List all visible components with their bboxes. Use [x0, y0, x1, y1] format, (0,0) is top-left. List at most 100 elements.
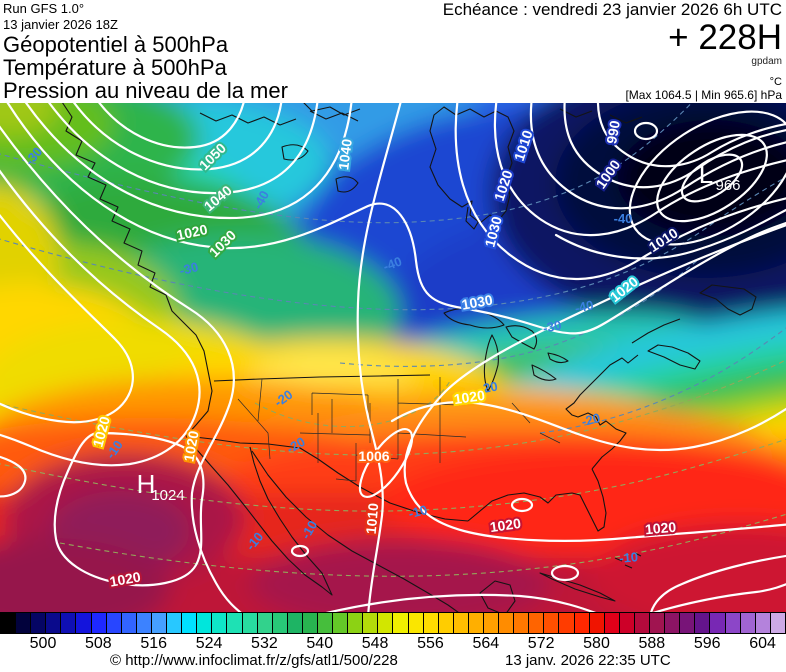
- color-scale-cell: [438, 613, 454, 633]
- forecast-hour: + 228H: [668, 18, 782, 57]
- unit-geopotential: gpdam: [751, 56, 782, 67]
- color-scale-cell: [317, 613, 334, 633]
- color-scale-tick: 548: [361, 635, 389, 652]
- svg-text:1040: 1040: [335, 138, 355, 171]
- color-scale-cell: [106, 613, 122, 633]
- svg-text:L: L: [699, 159, 713, 189]
- svg-text:-40: -40: [381, 254, 404, 275]
- color-scale-cell: [665, 613, 681, 633]
- svg-text:-30: -30: [178, 259, 200, 278]
- svg-text:-30: -30: [541, 317, 563, 336]
- map-title-geopotential: Géopotentiel à 500hPa: [3, 32, 229, 57]
- svg-text:1020: 1020: [644, 519, 677, 538]
- svg-text:-40: -40: [573, 297, 595, 316]
- color-scale-bar: [0, 612, 786, 634]
- color-scale-tick: 532: [251, 635, 278, 652]
- color-scale-cell: [287, 613, 303, 633]
- color-scale-cell: [650, 613, 666, 633]
- color-scale-cell: [574, 613, 590, 633]
- color-scale-cell: [197, 613, 213, 633]
- color-scale-cell: [182, 613, 198, 633]
- color-scale-tick: 604: [749, 635, 776, 652]
- color-scale-cell: [634, 613, 651, 633]
- svg-text:H: H: [137, 469, 156, 499]
- color-scale-cell: [770, 613, 786, 633]
- svg-text:-20: -20: [478, 379, 499, 397]
- color-scale-cell: [167, 613, 183, 633]
- svg-text:1006: 1006: [358, 448, 389, 464]
- color-scale-cell: [151, 613, 168, 633]
- svg-text:-10: -10: [619, 549, 639, 566]
- color-scale-cell: [0, 613, 17, 633]
- color-scale-cell: [710, 613, 726, 633]
- color-scale-tick: 508: [84, 635, 112, 652]
- color-scale-cell: [740, 613, 756, 633]
- color-scale-cell: [725, 613, 741, 633]
- color-scale-cell: [121, 613, 137, 633]
- color-scale-tick: 556: [417, 635, 444, 652]
- color-scale-cell: [378, 613, 394, 633]
- color-scale-cell: [61, 613, 77, 633]
- color-scale-cell: [589, 613, 605, 633]
- color-scale-cell: [484, 613, 500, 633]
- color-scale-cell: [136, 613, 152, 633]
- pressure-minmax: [Max 1064.5 | Min 965.6] hPa: [625, 88, 782, 102]
- color-scale-tick: 580: [583, 635, 610, 652]
- color-scale-cell: [333, 613, 349, 633]
- state-borders: [237, 377, 561, 482]
- generation-datetime: 13 janv. 2026 22:35 UTC: [505, 652, 671, 669]
- model-run-date: 13 janvier 2026 18Z: [3, 17, 118, 32]
- color-scale-cell: [348, 613, 364, 633]
- color-scale-cell: [619, 613, 635, 633]
- color-scale-cell: [755, 613, 771, 633]
- color-scale-cell: [272, 613, 288, 633]
- color-scale-cell: [499, 613, 515, 633]
- svg-text:-20: -20: [580, 410, 602, 429]
- model-run: Run GFS 1.0°: [3, 1, 85, 16]
- forecast-map: -30 -30 -30 -40 -40 -40 -40 -20 -20 -20 -20 -10 -10-…: [0, 23, 786, 672]
- svg-text:1010: 1010: [363, 502, 382, 535]
- color-scale-tick: 500: [29, 635, 57, 652]
- footer: © http://www.infoclimat.fr/z/gfs/atl1/50…: [0, 652, 786, 672]
- color-scale-cell: [46, 613, 62, 633]
- color-scale-cell: [91, 613, 107, 633]
- color-scale-cell: [408, 613, 424, 633]
- svg-text:-10: -10: [407, 502, 429, 521]
- color-scale-cell: [544, 613, 560, 633]
- svg-text:990: 990: [603, 119, 623, 145]
- header-left: Run GFS 1.0° 13 janvier 2026 18Z Géopote…: [3, 1, 288, 102]
- color-scale-tick: 596: [693, 635, 721, 652]
- color-scale-cell: [529, 613, 545, 633]
- color-scale-tick: 564: [472, 635, 500, 652]
- color-scale-cell: [363, 613, 379, 633]
- unit-temperature: °C: [769, 76, 782, 88]
- copyright-link[interactable]: © http://www.infoclimat.fr/z/gfs/atl1/50…: [110, 652, 398, 669]
- color-scale-tick: 588: [638, 635, 666, 652]
- color-scale-tick: 572: [527, 635, 555, 652]
- temperature-contours: [0, 98, 786, 577]
- map-title-temperature: Température à 500hPa: [3, 55, 227, 80]
- color-scale-cell: [16, 613, 32, 633]
- color-scale-cell: [468, 613, 484, 633]
- color-scale-cell: [423, 613, 439, 633]
- color-scale-cell: [31, 613, 47, 633]
- color-scale-cell: [257, 613, 273, 633]
- color-scale-cell: [453, 613, 469, 633]
- color-scale-cell: [227, 613, 243, 633]
- color-scale-tick: 516: [140, 635, 168, 652]
- color-scale-cell: [604, 613, 620, 633]
- coastlines: [59, 98, 757, 616]
- temperature-labels: -30-30-30-40-40-40-40-20-20-20-20-10-10-…: [22, 144, 639, 566]
- color-scale-cell: [559, 613, 575, 633]
- map-title-pressure: Pression au niveau de la mer: [3, 78, 288, 103]
- header-right: Echéance : vendredi 23 janvier 2026 6h U…: [443, 0, 782, 102]
- isobars: [0, 95, 786, 619]
- color-scale-tick: 524: [195, 635, 223, 652]
- svg-text:1024: 1024: [151, 487, 184, 504]
- color-scale-cell: [76, 613, 92, 633]
- color-scale-cell: [514, 613, 530, 633]
- color-scale-cell: [212, 613, 228, 633]
- color-scale-tick: 540: [306, 635, 334, 652]
